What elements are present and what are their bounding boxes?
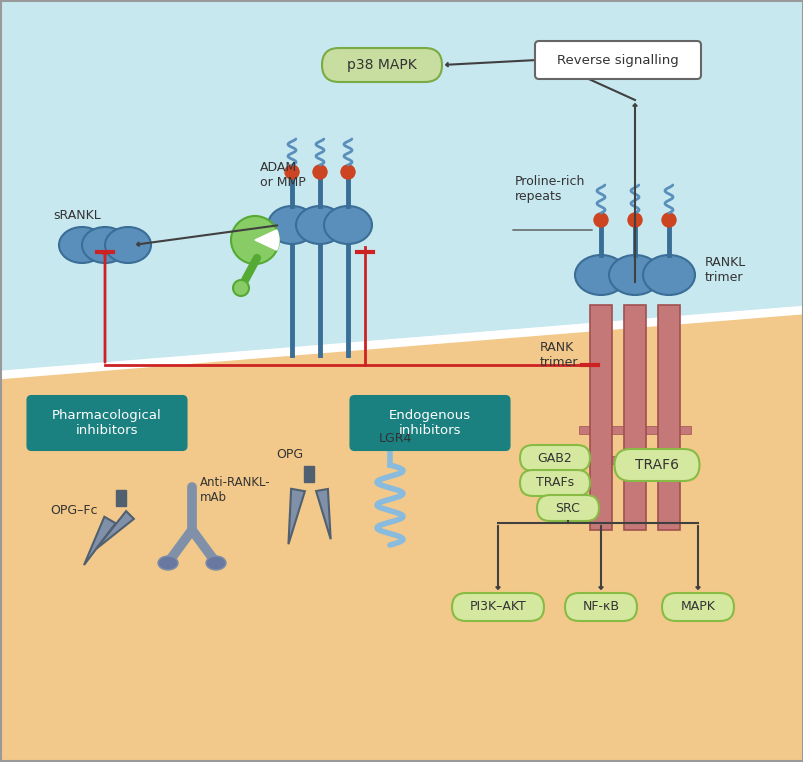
Text: p38 MAPK: p38 MAPK (347, 58, 417, 72)
Text: Anti-RANKL-
mAb: Anti-RANKL- mAb (200, 476, 271, 504)
Text: OPG–Fc: OPG–Fc (50, 504, 97, 517)
Polygon shape (84, 517, 116, 565)
FancyBboxPatch shape (661, 593, 733, 621)
Bar (657, 305, 679, 530)
Text: PI3K–AKT: PI3K–AKT (469, 600, 526, 613)
Ellipse shape (59, 227, 105, 263)
Text: RANKL
trimer: RANKL trimer (704, 256, 745, 284)
Ellipse shape (158, 556, 177, 570)
Text: NF-κB: NF-κB (582, 600, 619, 613)
Circle shape (284, 165, 299, 179)
Circle shape (593, 213, 607, 227)
Text: RANK
trimer: RANK trimer (540, 341, 578, 369)
Text: TRAF6: TRAF6 (634, 458, 679, 472)
Wedge shape (255, 230, 279, 250)
Text: LGR4: LGR4 (378, 432, 411, 445)
Ellipse shape (105, 227, 151, 263)
FancyBboxPatch shape (534, 41, 700, 79)
Text: SRC: SRC (555, 501, 580, 514)
Ellipse shape (296, 206, 344, 244)
FancyBboxPatch shape (520, 445, 589, 471)
Ellipse shape (574, 255, 626, 295)
Text: Pharmacological
inhibitors: Pharmacological inhibitors (52, 409, 161, 437)
Bar (578, 426, 690, 434)
FancyBboxPatch shape (350, 396, 509, 450)
FancyBboxPatch shape (613, 449, 699, 481)
Bar (116, 490, 126, 506)
Text: OPG: OPG (276, 449, 304, 462)
Bar (578, 456, 690, 464)
Text: Endogenous
inhibitors: Endogenous inhibitors (389, 409, 471, 437)
FancyBboxPatch shape (27, 396, 186, 450)
Ellipse shape (82, 227, 128, 263)
Circle shape (230, 216, 279, 264)
FancyBboxPatch shape (451, 593, 544, 621)
FancyBboxPatch shape (520, 470, 589, 496)
Text: Proline-rich
repeats: Proline-rich repeats (515, 175, 585, 203)
Polygon shape (288, 488, 304, 544)
Bar (304, 466, 314, 482)
Polygon shape (316, 489, 330, 539)
Text: Reverse signalling: Reverse signalling (556, 53, 678, 66)
Ellipse shape (642, 255, 694, 295)
FancyBboxPatch shape (321, 48, 442, 82)
Circle shape (627, 213, 642, 227)
Circle shape (661, 213, 675, 227)
Circle shape (340, 165, 355, 179)
Text: MAPK: MAPK (679, 600, 715, 613)
Circle shape (233, 280, 249, 296)
Text: sRANKL: sRANKL (53, 209, 100, 222)
FancyBboxPatch shape (565, 593, 636, 621)
Bar (589, 305, 611, 530)
Ellipse shape (267, 206, 316, 244)
Text: GAB2: GAB2 (537, 452, 572, 465)
Ellipse shape (608, 255, 660, 295)
Ellipse shape (324, 206, 372, 244)
Text: ADAM
or MMP: ADAM or MMP (259, 161, 305, 189)
Polygon shape (0, 315, 803, 762)
FancyBboxPatch shape (536, 495, 598, 521)
Ellipse shape (206, 556, 226, 570)
Circle shape (312, 165, 327, 179)
Text: TRAFs: TRAFs (536, 476, 573, 489)
Bar (623, 305, 645, 530)
Polygon shape (96, 511, 134, 549)
Polygon shape (0, 0, 803, 370)
